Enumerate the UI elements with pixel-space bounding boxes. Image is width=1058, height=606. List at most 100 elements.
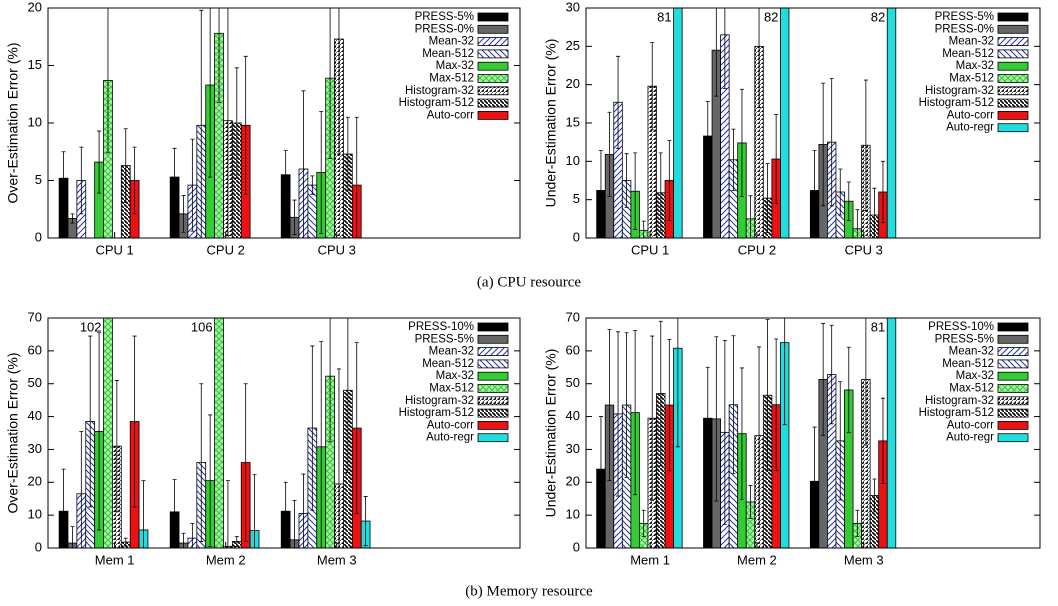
legend-swatch (477, 24, 509, 34)
legend-swatch (997, 74, 1029, 83)
error-bar (765, 163, 770, 234)
error-bar (190, 138, 195, 232)
error-bar (616, 55, 621, 149)
error-bar (199, 9, 204, 238)
error-bar (739, 88, 744, 197)
legend-label: PRESS-5% (415, 333, 474, 345)
legend-label: Max-512 (429, 383, 474, 395)
error-bar (616, 331, 621, 497)
legend-swatch (477, 49, 509, 59)
error-bar (319, 111, 324, 234)
error-bar (838, 168, 843, 216)
legend-swatch (477, 111, 509, 120)
error-bar (774, 338, 779, 471)
legend-label: Max-32 (436, 370, 474, 382)
error-bar (598, 416, 603, 523)
error-bar (172, 479, 177, 545)
error-bar (607, 329, 612, 482)
legend-label: Auto-regr (946, 432, 994, 444)
y-axis-label: Over-Estimation Error (%) (5, 352, 21, 513)
x-tick-label: CPU 2 (207, 242, 245, 257)
y-tick-label: 10 (566, 507, 580, 522)
legend-swatch (477, 396, 509, 406)
error-bar (61, 468, 66, 548)
y-tick-label: 25 (566, 38, 580, 53)
legend-swatch (477, 347, 509, 357)
error-bar (765, 319, 770, 472)
error-bar (722, 8, 727, 89)
value-label: 106 (191, 319, 213, 334)
legend-swatch (477, 61, 509, 71)
legend-label: Max-512 (949, 383, 994, 395)
legend-swatch (997, 61, 1029, 71)
y-tick-label: 60 (28, 342, 42, 357)
error-bar (722, 339, 727, 525)
legend-swatch (997, 98, 1029, 108)
y-axis-label: Over-Estimation Error (%) (5, 42, 21, 203)
legend-label: Histogram-32 (405, 395, 474, 407)
error-bar (234, 536, 239, 547)
y-tick-label: 15 (566, 114, 580, 129)
legend-label: PRESS-0% (415, 23, 474, 35)
bar (673, 8, 683, 238)
legend-label: Histogram-512 (399, 97, 474, 109)
legend-swatch (997, 49, 1029, 59)
y-tick-label: 30 (28, 441, 42, 456)
error-bar (225, 8, 230, 237)
error-bar (829, 78, 834, 207)
error-bar (757, 346, 762, 525)
y-tick-label: 30 (566, 0, 580, 14)
legend-label: PRESS-10% (408, 321, 474, 333)
y-tick-label: 20 (566, 76, 580, 91)
plot-frame (47, 317, 521, 549)
error-bar (705, 101, 710, 171)
legend-label: Mean-32 (429, 346, 474, 358)
legend-swatch (477, 74, 509, 83)
legend-label: Auto-regr (426, 432, 474, 444)
plot-frame (47, 7, 521, 239)
legend-swatch (997, 408, 1029, 418)
error-bar (880, 160, 885, 224)
error-bar (243, 55, 248, 195)
legend-label: Mean-512 (942, 48, 994, 60)
error-bar (624, 153, 629, 208)
error-bar (345, 318, 350, 473)
error-bar (310, 175, 315, 195)
y-tick-label: 5 (573, 191, 580, 206)
legend-label: Auto-corr (427, 109, 474, 121)
y-tick-label: 20 (28, 0, 42, 14)
error-bar (633, 152, 638, 230)
error-bar (132, 146, 137, 215)
y-tick-label: 40 (28, 408, 42, 423)
legend-label: PRESS-5% (935, 333, 994, 345)
bar (886, 8, 897, 238)
y-tick-label: 0 (573, 539, 580, 554)
error-bar (650, 42, 655, 131)
legend-swatch (997, 396, 1029, 406)
x-tick-label: CPU 1 (631, 242, 669, 257)
y-tick-label: 5 (35, 172, 42, 187)
legend-swatch (997, 359, 1029, 369)
x-tick-label: Mem 3 (844, 552, 884, 567)
error-bar (141, 480, 146, 548)
bar (780, 8, 790, 238)
error-bar (97, 332, 102, 531)
x-tick-label: Mem 2 (206, 552, 246, 567)
y-tick-label: 20 (566, 474, 580, 489)
value-label: 81 (657, 9, 671, 24)
legend-swatch (997, 24, 1029, 34)
error-bar (283, 481, 288, 541)
error-bar (199, 383, 204, 542)
legend-swatch (997, 123, 1029, 133)
error-bar (624, 332, 629, 478)
plot (596, 318, 897, 548)
y-tick-label: 30 (566, 441, 580, 456)
plot (58, 8, 362, 238)
error-bar (731, 128, 736, 191)
error-bar (301, 90, 306, 238)
y-tick-label: 10 (566, 153, 580, 168)
legend-label: PRESS-5% (415, 11, 474, 23)
legend-label: Mean-512 (422, 48, 474, 60)
error-bar (283, 150, 288, 200)
legend-label: Auto-corr (947, 109, 994, 121)
